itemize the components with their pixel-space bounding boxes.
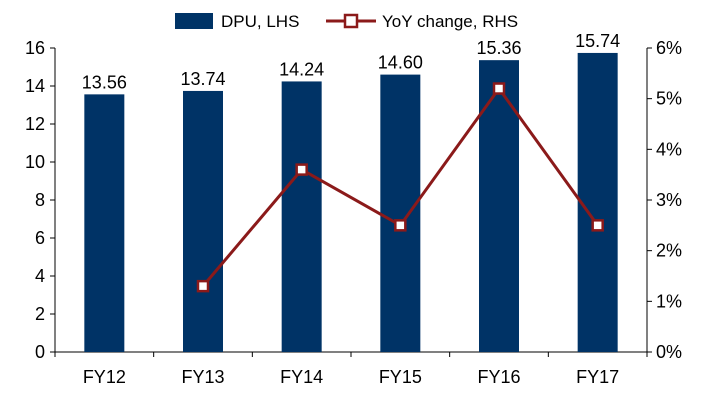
x-tick-label: FY16 bbox=[477, 367, 520, 387]
x-tick-label: FY17 bbox=[576, 367, 619, 387]
right-tick-label: 5% bbox=[656, 89, 682, 109]
left-tick-label: 14 bbox=[25, 76, 45, 96]
legend-swatch-yoy-marker bbox=[343, 13, 359, 29]
dpu-bar bbox=[281, 81, 322, 352]
right-tick-label: 6% bbox=[656, 38, 682, 58]
dpu-data-label: 15.74 bbox=[575, 31, 620, 51]
right-tick-label: 2% bbox=[656, 241, 682, 261]
left-tick-label: 12 bbox=[25, 114, 45, 134]
right-tick-label: 4% bbox=[656, 139, 682, 159]
dpu-data-label: 13.74 bbox=[180, 69, 225, 89]
yoy-change-point bbox=[295, 163, 308, 176]
left-tick-label: 0 bbox=[35, 342, 45, 362]
dpu-bar bbox=[479, 60, 519, 352]
dpu-data-label: 15.36 bbox=[476, 38, 521, 58]
dpu-bar bbox=[84, 94, 125, 353]
right-tick-label: 3% bbox=[656, 190, 682, 210]
dpu-data-label: 13.56 bbox=[82, 72, 127, 92]
left-tick-label: 4 bbox=[35, 266, 45, 286]
legend-label-dpu: DPU, LHS bbox=[221, 12, 299, 31]
dpu-data-label: 14.60 bbox=[378, 53, 423, 73]
left-tick-label: 16 bbox=[25, 38, 45, 58]
right-tick-label: 1% bbox=[656, 291, 682, 311]
yoy-change-point bbox=[492, 82, 506, 95]
x-tick-label: FY12 bbox=[83, 367, 126, 387]
x-tick-label: FY14 bbox=[280, 367, 323, 387]
legend-swatch-dpu bbox=[175, 13, 213, 29]
left-tick-label: 8 bbox=[35, 190, 45, 210]
right-tick-label: 0% bbox=[656, 342, 682, 362]
yoy-change-point bbox=[196, 279, 210, 293]
legend-label-yoy: YoY change, RHS bbox=[382, 12, 518, 31]
yoy-change-point bbox=[591, 219, 604, 232]
left-tick-label: 2 bbox=[35, 304, 45, 324]
yoy-change-point bbox=[394, 219, 407, 232]
x-tick-label: FY13 bbox=[181, 367, 224, 387]
dpu-bar bbox=[380, 74, 421, 352]
dpu-bar bbox=[577, 52, 618, 352]
dpu-data-label: 14.24 bbox=[279, 59, 324, 79]
x-tick-label: FY15 bbox=[379, 367, 422, 387]
left-tick-label: 6 bbox=[35, 228, 45, 248]
dpu-bar bbox=[183, 90, 223, 352]
left-tick-label: 10 bbox=[25, 152, 45, 172]
